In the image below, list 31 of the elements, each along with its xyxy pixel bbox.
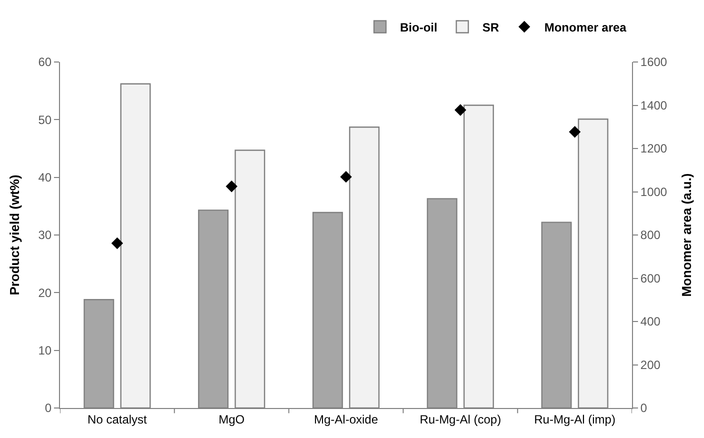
y-tick-label: 0 xyxy=(44,401,52,416)
y2-tick-label: 800 xyxy=(640,228,661,242)
y2-tick-label: 600 xyxy=(640,271,661,286)
y2-tick-label: 1600 xyxy=(640,55,668,70)
legend-label: Bio-oil xyxy=(400,20,438,34)
y2-tick-label: 1200 xyxy=(640,142,668,156)
point xyxy=(340,170,352,183)
y-tick-label: 50 xyxy=(38,112,52,127)
x-tick-label: Ru-Mg-Al (imp) xyxy=(534,412,616,426)
y-tick-label: 30 xyxy=(38,228,52,242)
y-tick-label: 20 xyxy=(38,286,52,300)
x-tick-label: Mg-Al-oxide xyxy=(314,412,378,426)
y-tick-label: 10 xyxy=(38,344,52,358)
y2-tick-label: 1400 xyxy=(640,98,668,112)
y2-tick-label: 1000 xyxy=(640,184,668,199)
x-tick-label: MgO xyxy=(218,412,245,426)
legend-label: SR xyxy=(482,20,500,34)
y2-tick-label: 0 xyxy=(640,401,648,416)
point xyxy=(226,180,238,192)
point xyxy=(454,104,466,116)
y2-tick-label: 400 xyxy=(640,314,661,329)
x-tick-label: No catalyst xyxy=(88,412,148,426)
y-axis-title: Product yield (wt%) xyxy=(7,174,22,296)
y2-axis-title: Monomer area (a.u.) xyxy=(679,173,694,297)
y-tick-label: 60 xyxy=(38,55,52,70)
y-tick-label: 40 xyxy=(38,170,52,185)
point xyxy=(111,237,124,250)
x-tick-label: Ru-Mg-Al (cop) xyxy=(420,412,502,426)
point xyxy=(568,126,581,138)
y2-tick-label: 200 xyxy=(640,358,661,372)
legend-label: Monomer area xyxy=(544,20,627,34)
